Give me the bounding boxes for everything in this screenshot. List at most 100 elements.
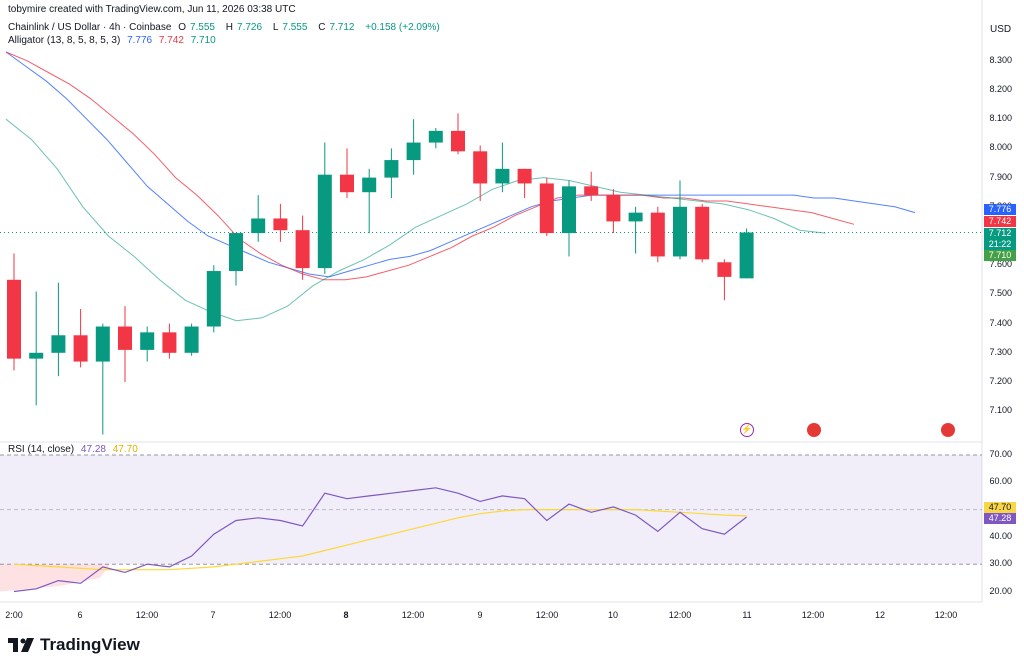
watermark: tobymire created with TradingView.com, J… <box>8 4 296 15</box>
countdown-tag: 21:22 <box>984 239 1016 250</box>
candle-body <box>539 183 554 234</box>
time-tick: 12:00 <box>801 610 825 620</box>
candle-body <box>517 168 532 184</box>
candle-body <box>428 130 443 143</box>
candle-body <box>628 212 643 222</box>
time-tick: 7 <box>210 610 216 620</box>
candle-body <box>495 168 510 184</box>
alligator-lips-value: 7.710 <box>190 35 216 46</box>
alligator-label: Alligator (13, 8, 5, 8, 5, 3) <box>8 35 121 46</box>
rsi-label: RSI (14, close) <box>8 444 75 455</box>
price-tick: 7.300 <box>989 346 1012 357</box>
rsi-line <box>13 487 747 593</box>
price-tick: 7.900 <box>989 171 1012 182</box>
time-tick: 9 <box>477 610 483 620</box>
time-tick: 6 <box>77 610 83 620</box>
ohlc-high: 7.726 <box>237 22 263 33</box>
candle-body <box>717 262 732 277</box>
price-tick: 8.300 <box>989 54 1012 65</box>
rsi-ma-value: 47.70 <box>112 444 138 455</box>
candle-body <box>29 352 44 359</box>
alligator-lips-line <box>5 118 826 322</box>
price-tick: 7.400 <box>989 317 1012 328</box>
ohlc-close-label: C 7.712 <box>318 22 355 33</box>
candle-body <box>739 232 754 279</box>
time-tick: 8 <box>343 610 349 620</box>
ohlc-open-label: O 7.555 <box>178 22 215 33</box>
candle-body <box>184 326 199 353</box>
symbol-name: Chainlink / US Dollar · 4h · Coinbase <box>8 22 172 33</box>
rsi-tick: 20.00 <box>989 585 1012 596</box>
candle-body <box>206 271 221 327</box>
rsi-tick: 60.00 <box>989 476 1012 487</box>
rsi-tick: 70.00 <box>989 449 1012 459</box>
candle-body <box>606 195 621 222</box>
currency-label[interactable]: USD <box>990 24 1012 35</box>
ohlc-high-label: H 7.726 <box>225 22 263 33</box>
rsi-legend[interactable]: RSI (14, close) 47.28 47.70 <box>8 444 142 455</box>
brand-name: TradingView <box>40 635 140 654</box>
time-tick: 12:00 <box>135 610 159 620</box>
ohlc-low-label: L 7.555 <box>272 22 308 33</box>
ohlc-open: 7.555 <box>189 22 215 33</box>
candle-body <box>362 177 377 193</box>
price-tick: 7.100 <box>989 405 1012 416</box>
candle-body <box>473 151 488 184</box>
rsi-tick: 30.00 <box>989 558 1012 569</box>
candle-body <box>140 332 155 350</box>
time-tick: 12 <box>874 610 886 620</box>
price-tick: 8.200 <box>989 84 1012 94</box>
lightning-event-icon[interactable]: ⚡ <box>740 423 754 437</box>
rsi-value: 47.28 <box>80 444 106 455</box>
lips-price-tag: 7.710 <box>984 250 1016 261</box>
jaw-price-tag: 7.776 <box>984 204 1016 215</box>
candle-body <box>295 230 310 269</box>
time-tick: 12:00 <box>535 610 559 620</box>
candle-body <box>229 233 243 272</box>
time-tick: 12:00 <box>934 610 958 620</box>
ohlc-close: 7.712 <box>329 22 355 33</box>
rsi-tag: 47.28 <box>984 513 1016 524</box>
candle-body <box>273 218 288 231</box>
us-flag-event-icon-2[interactable] <box>941 423 955 437</box>
time-tick: 10 <box>607 610 619 620</box>
alligator-jaw-value: 7.776 <box>127 35 153 46</box>
candle-body <box>562 186 576 234</box>
time-tick: 12:00 <box>268 610 292 620</box>
teeth-price-tag: 7.742 <box>984 216 1016 227</box>
alligator-jaw-line <box>5 51 916 278</box>
us-flag-event-icon[interactable] <box>807 423 821 437</box>
price-tick: 7.500 <box>989 288 1012 299</box>
alligator-teeth-value: 7.742 <box>158 35 184 46</box>
price-tick: 8.100 <box>989 113 1012 124</box>
ohlc-low: 7.555 <box>282 22 308 33</box>
rsi-tick: 40.00 <box>989 530 1012 541</box>
candle-body <box>451 130 465 152</box>
time-tick: 12:00 <box>668 610 692 620</box>
candle-body <box>162 332 177 353</box>
last-price-tag: 7.712 <box>984 228 1016 239</box>
price-change: +0.158 (+2.09%) <box>365 22 440 33</box>
tradingview-logo[interactable]: TradingView <box>8 635 140 655</box>
price-tick: 8.000 <box>989 142 1012 153</box>
candle-body <box>118 326 132 350</box>
rsi-ma-tag: 47.70 <box>984 502 1016 513</box>
candle-body <box>584 186 599 196</box>
alligator-legend[interactable]: Alligator (13, 8, 5, 8, 5, 3) 7.776 7.74… <box>8 35 220 46</box>
candle-body <box>673 206 687 257</box>
time-tick: 11 <box>742 610 752 620</box>
price-tick: 7.200 <box>989 376 1012 386</box>
candle-body <box>695 206 710 260</box>
rsi-oversold-fill <box>0 564 110 592</box>
candle-body <box>317 174 332 269</box>
candle-body <box>384 160 399 178</box>
candle-body <box>340 174 354 193</box>
tradingview-logo-icon <box>8 638 34 652</box>
rsi-ma-line <box>13 509 747 571</box>
time-tick: 2:00 <box>5 610 23 620</box>
candle-body <box>73 335 88 362</box>
candle-body <box>650 212 665 257</box>
price-tick: 7.600 <box>989 259 1012 270</box>
